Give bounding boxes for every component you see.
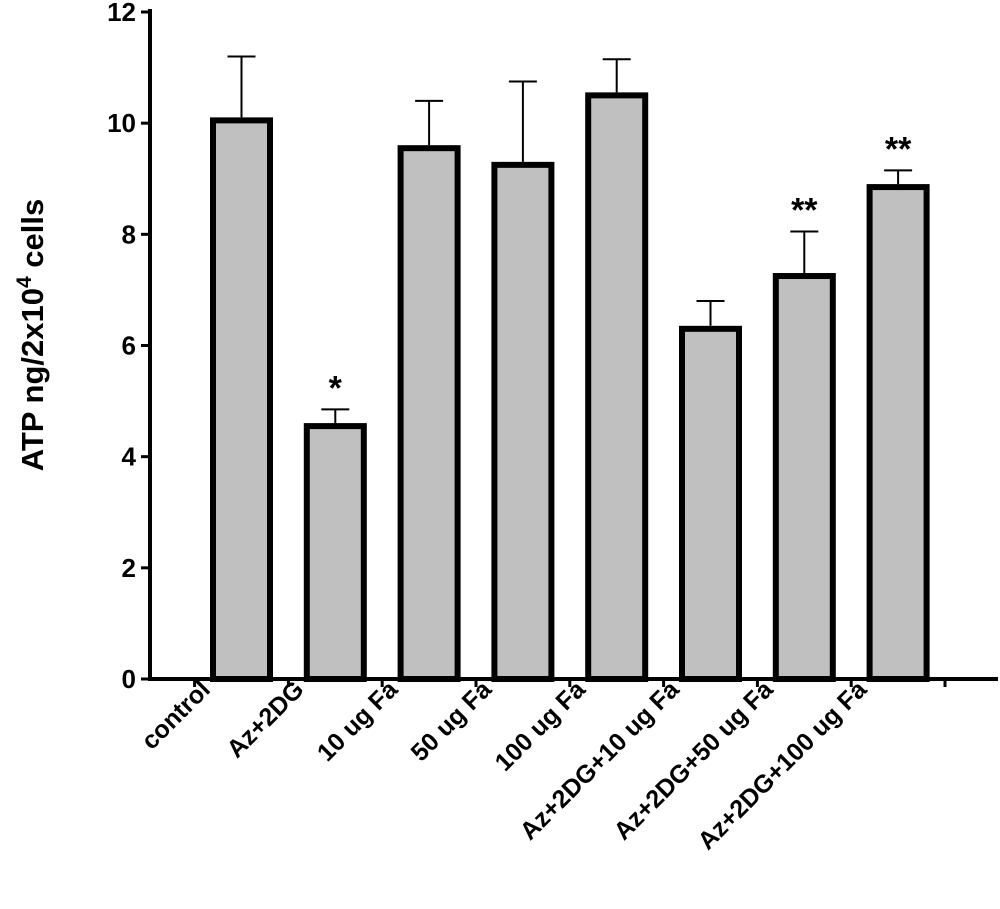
y-axis-label-suffix: cells — [15, 199, 50, 277]
bar — [397, 145, 461, 683]
y-tick-label: 0 — [122, 664, 136, 694]
x-category-label: Az+2DG+10 ug Fa — [515, 675, 686, 846]
y-axis-label-superscript: 4 — [13, 276, 36, 288]
x-category-label: Az+2DG+100 ug Fa — [692, 675, 873, 856]
bar — [210, 117, 273, 682]
y-tick-label: 4 — [122, 442, 137, 472]
y-tick-label: 8 — [122, 219, 136, 249]
y-tick-label: 10 — [107, 108, 136, 138]
x-category-label: control — [136, 675, 216, 755]
x-category-label: Az+2DG — [221, 675, 309, 763]
bar — [772, 273, 836, 682]
bar — [866, 184, 930, 682]
y-tick-label: 2 — [122, 553, 136, 583]
bar — [303, 423, 367, 682]
y-axis-label: ATP ng/2x104 cells — [13, 199, 50, 471]
x-category-label: 100 ug Fa — [490, 675, 592, 777]
x-category-label: 50 ug Fa — [406, 675, 498, 767]
significance-marker: ** — [885, 130, 912, 168]
bar — [585, 92, 649, 682]
significance-marker: * — [329, 369, 343, 407]
y-axis-label-main: ATP ng/2x10 — [15, 288, 50, 471]
bar — [491, 161, 555, 682]
significance-marker: ** — [791, 192, 818, 230]
bar — [679, 325, 742, 682]
y-tick-label: 6 — [122, 331, 136, 361]
x-category-label: Az+2DG+50 ug Fa — [608, 675, 779, 846]
y-tick-label: 12 — [107, 0, 136, 27]
x-category-label: 10 ug Fa — [312, 675, 404, 767]
